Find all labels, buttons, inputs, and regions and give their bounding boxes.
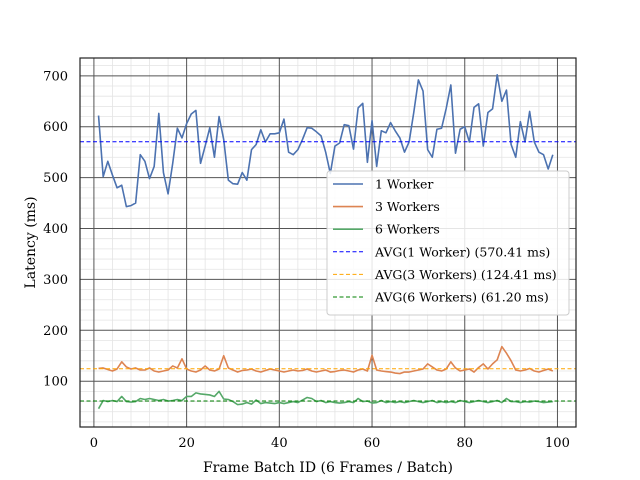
series-line-0 bbox=[97, 74, 554, 208]
x-axis-label: Frame Batch ID (6 Frames / Batch) bbox=[203, 460, 453, 476]
y-tick-label: 700 bbox=[43, 69, 68, 84]
y-tick-label: 400 bbox=[43, 222, 68, 237]
legend-label-5: AVG(6 Workers) (61.20 ms) bbox=[374, 290, 549, 305]
legend-label-4: AVG(3 Workers) (124.41 ms) bbox=[374, 267, 557, 282]
plot-frame bbox=[79, 57, 577, 428]
y-tick-label: 200 bbox=[43, 324, 68, 339]
legend-box bbox=[326, 170, 570, 316]
legend-label-1: 3 Workers bbox=[375, 199, 440, 214]
legend-label-3: AVG(1 Worker) (570.41 ms) bbox=[374, 244, 550, 259]
series-layer bbox=[80, 74, 576, 410]
x-tick-label: 60 bbox=[364, 436, 381, 451]
y-axis-label: Latency (ms) bbox=[23, 196, 39, 288]
series-line-2 bbox=[97, 390, 553, 410]
y-tick-label: 500 bbox=[43, 171, 68, 186]
y-ticks: 100 200 300 400 500 600 700 bbox=[43, 69, 68, 389]
x-tick-label: 20 bbox=[178, 436, 195, 451]
legend-label-0: 1 Worker bbox=[375, 177, 433, 192]
x-ticks: 0 20 40 60 80 100 bbox=[90, 436, 570, 451]
legend: 1 Worker 3 Workers 6 Workers AVG(1 Worker) … bbox=[326, 170, 570, 316]
y-tick-label: 300 bbox=[43, 273, 68, 288]
x-tick-label: 80 bbox=[456, 436, 473, 451]
y-tick-label: 600 bbox=[43, 120, 68, 135]
y-tick-label: 100 bbox=[43, 375, 68, 390]
legend-label-2: 6 Workers bbox=[375, 222, 440, 237]
x-tick-label: 0 bbox=[90, 436, 98, 451]
x-tick-label: 100 bbox=[545, 436, 570, 451]
x-tick-label: 40 bbox=[271, 436, 288, 451]
